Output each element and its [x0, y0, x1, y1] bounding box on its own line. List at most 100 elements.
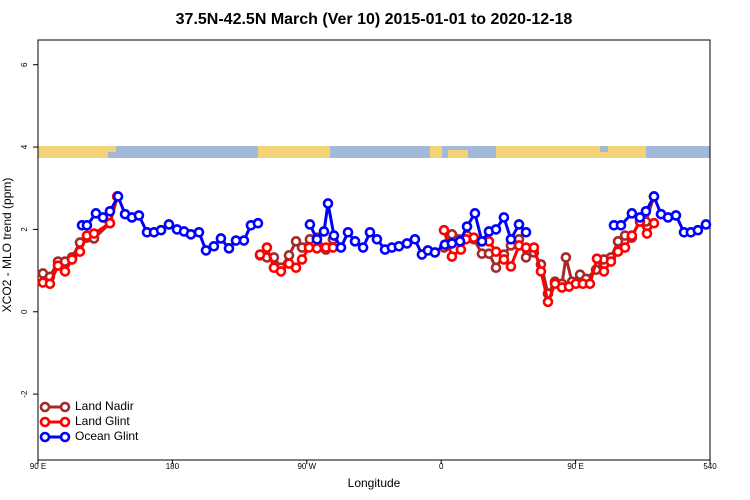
data-point — [468, 232, 480, 243]
legend-marker — [59, 401, 71, 413]
legend-marker — [39, 401, 51, 413]
data-point — [438, 224, 450, 236]
data-point — [498, 212, 510, 223]
land-band — [38, 146, 108, 158]
data-point — [498, 254, 510, 265]
data-point — [318, 226, 330, 237]
data-point — [700, 219, 712, 230]
data-point — [185, 229, 197, 240]
data-point — [112, 191, 124, 202]
land-band — [430, 146, 442, 158]
data-point — [505, 233, 517, 245]
y-tick-label: 2 — [20, 227, 29, 232]
data-point — [155, 224, 167, 236]
data-point — [528, 242, 540, 253]
x-tick-label: 0 — [439, 462, 444, 471]
y-tick-label: -2 — [20, 390, 29, 398]
data-point — [670, 210, 682, 221]
data-point — [520, 226, 532, 238]
data-point — [290, 236, 302, 247]
y-tick-label: 4 — [20, 144, 29, 149]
legend-marker — [39, 416, 51, 428]
data-point — [328, 230, 340, 241]
x-axis-label: Longitude — [348, 476, 401, 490]
data-point — [598, 266, 610, 277]
x-tick-label: 180 — [166, 462, 180, 471]
data-point — [97, 212, 109, 223]
data-point — [81, 219, 93, 231]
data-point — [535, 266, 547, 277]
chart-title: 37.5N-42.5N March (Ver 10) 2015-01-01 to… — [176, 11, 573, 28]
data-point — [648, 191, 660, 202]
data-point — [208, 240, 220, 252]
data-point — [66, 254, 78, 265]
land-band — [258, 146, 330, 158]
data-point — [520, 252, 532, 263]
data-point — [612, 236, 624, 247]
legend-label: Land Nadir — [75, 399, 134, 413]
data-point — [52, 260, 64, 271]
data-point — [193, 226, 205, 238]
data-point — [692, 224, 704, 236]
legend-marker — [39, 431, 51, 443]
data-point — [560, 252, 572, 263]
data-point — [455, 244, 467, 255]
legend-marker — [59, 416, 71, 428]
legend-label: Land Glint — [75, 414, 130, 428]
data-point — [88, 228, 100, 239]
data-point — [401, 238, 413, 249]
data-point — [322, 198, 334, 209]
data-point — [254, 249, 266, 260]
x-tick-label: 90 E — [567, 462, 583, 471]
data-point — [357, 242, 369, 253]
legend-label: Ocean Glint — [75, 429, 139, 443]
data-point — [505, 261, 517, 272]
data-point — [605, 256, 617, 267]
data-point — [640, 205, 652, 217]
data-point — [490, 262, 502, 274]
data-point — [200, 245, 212, 256]
data-point — [648, 217, 660, 229]
data-point — [490, 224, 502, 235]
data-point — [615, 219, 627, 231]
data-point — [446, 251, 458, 262]
data-point — [513, 219, 525, 230]
x-tick-label: 540 — [703, 462, 717, 471]
data-point — [44, 278, 56, 290]
plot-frame — [37, 39, 711, 461]
data-point — [591, 253, 603, 264]
data-point — [619, 242, 631, 253]
data-point — [311, 243, 323, 254]
data-point — [542, 296, 554, 308]
data-point — [311, 233, 323, 245]
data-point — [104, 205, 116, 217]
data-point — [133, 210, 145, 221]
data-point — [290, 262, 302, 274]
data-point — [626, 208, 638, 219]
data-point — [469, 208, 481, 219]
land-band — [448, 150, 468, 158]
data-point — [349, 236, 361, 247]
y-tick-label: 0 — [20, 309, 29, 314]
data-point — [476, 236, 488, 247]
data-point — [446, 238, 458, 249]
x-tick-label: 90 W — [297, 462, 316, 471]
ocean-band — [600, 146, 608, 152]
data-point — [223, 243, 235, 254]
data-point — [275, 266, 287, 277]
data-point — [454, 236, 466, 247]
data-point — [429, 247, 441, 258]
legend-marker — [59, 431, 71, 443]
data-point — [626, 230, 638, 241]
data-point — [296, 254, 308, 265]
data-point — [215, 233, 227, 244]
data-point — [461, 221, 473, 232]
data-point — [634, 212, 646, 223]
data-point — [409, 233, 421, 245]
land-band — [496, 146, 646, 158]
data-point — [490, 246, 502, 257]
data-point — [364, 226, 376, 238]
